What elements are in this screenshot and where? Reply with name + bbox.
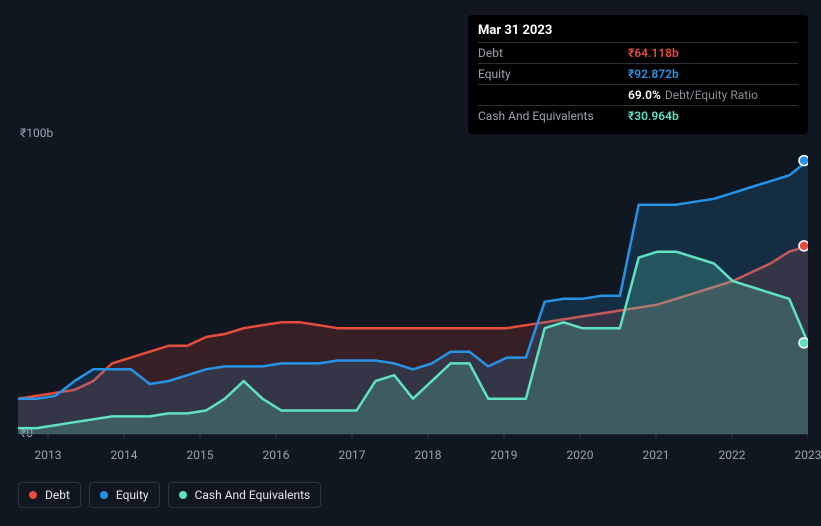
x-axis-year-label: 2018 <box>415 448 442 462</box>
legend-item-equity[interactable]: Equity <box>89 482 160 508</box>
x-axis-year-label: 2022 <box>719 448 746 462</box>
legend-label: Cash And Equivalents <box>195 488 311 502</box>
tooltip-row-label: Cash And Equivalents <box>478 108 628 124</box>
tooltip-row-label: Equity <box>478 66 628 82</box>
tooltip-row-label: Debt <box>478 45 628 61</box>
chart-legend: Debt Equity Cash And Equivalents <box>18 482 321 508</box>
tooltip-row-suffix: Debt/Equity Ratio <box>665 88 758 102</box>
legend-item-debt[interactable]: Debt <box>18 482 81 508</box>
tooltip-row: Debt₹64.118b <box>478 42 798 63</box>
tooltip-row-value: ₹30.964b <box>628 108 679 124</box>
tooltip-row: Equity₹92.872b <box>478 63 798 84</box>
x-axis-year-label: 2013 <box>35 448 62 462</box>
legend-dot-icon <box>29 491 37 499</box>
x-axis-year-label: 2021 <box>643 448 670 462</box>
legend-dot-icon <box>100 491 108 499</box>
chart-tooltip: Mar 31 2023 Debt₹64.118bEquity₹92.872b69… <box>468 15 808 134</box>
x-axis-year-label: 2020 <box>567 448 594 462</box>
tooltip-row: Cash And Equivalents₹30.964b <box>478 105 798 126</box>
x-axis-year-label: 2016 <box>263 448 290 462</box>
chart-container: Mar 31 2023 Debt₹64.118bEquity₹92.872b69… <box>0 0 821 526</box>
x-axis-year-label: 2015 <box>187 448 214 462</box>
tooltip-row: 69.0%Debt/Equity Ratio <box>478 84 798 105</box>
x-axis-year-label: 2023 <box>795 448 821 462</box>
legend-label: Debt <box>45 488 70 502</box>
x-axis-labels: 2013 2014 2015 2016 2017 2018 2019 2020 2021 2022… <box>18 448 808 468</box>
tooltip-row-label <box>478 87 628 103</box>
tooltip-row-value: 69.0%Debt/Equity Ratio <box>628 87 758 103</box>
y-axis-max-label: ₹100b <box>20 126 53 140</box>
tooltip-row-value: ₹92.872b <box>628 66 679 82</box>
legend-dot-icon <box>179 491 187 499</box>
tooltip-title: Mar 31 2023 <box>478 23 798 42</box>
tooltip-row-value: ₹64.118b <box>628 45 679 61</box>
legend-item-cash-and-equivalents[interactable]: Cash And Equivalents <box>168 482 322 508</box>
x-axis-year-label: 2014 <box>111 448 138 462</box>
legend-label: Equity <box>116 488 149 502</box>
line-chart <box>18 140 808 440</box>
x-axis-year-label: 2017 <box>339 448 366 462</box>
x-axis-year-label: 2019 <box>491 448 518 462</box>
